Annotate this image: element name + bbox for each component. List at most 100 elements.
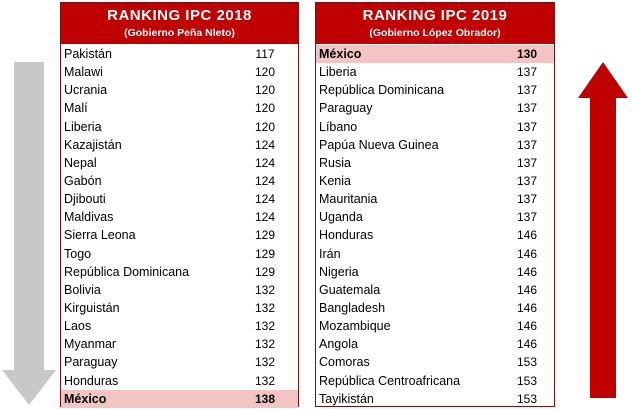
table-row: Rusia 137 <box>316 154 554 172</box>
table-row: Maldivas 124 <box>61 208 298 226</box>
table-row: Gabón 124 <box>61 172 298 190</box>
country-name: República Dominicana <box>319 83 445 98</box>
ranking-score: 132 <box>254 373 276 388</box>
table-row: Líbano 137 <box>316 118 554 136</box>
table-row: República Centroafricana 153 <box>316 372 554 390</box>
ranking-score: 124 <box>254 155 276 170</box>
ranking-score: 137 <box>516 83 538 98</box>
table-row: Uganda 137 <box>316 208 554 226</box>
country-name: Djibouti <box>64 192 106 207</box>
country-name: Nepal <box>64 155 97 170</box>
ranking-score: 146 <box>516 228 538 243</box>
table-row: Kenia 137 <box>316 172 554 190</box>
ranking-score: 129 <box>254 228 276 243</box>
ranking-score: 153 <box>516 373 538 388</box>
country-name: Papúa Nueva Guinea <box>319 137 439 152</box>
table-row: Paraguay 137 <box>316 99 554 117</box>
ranking-2019-header: RANKING IPC 2019 (Gobierno López Obrador… <box>316 3 554 44</box>
ranking-score: 132 <box>254 337 276 352</box>
country-name: Tayikistán <box>319 391 374 406</box>
ranking-score: 129 <box>254 264 276 279</box>
table-row-highlighted: México 130 <box>316 45 554 64</box>
ranking-score: 146 <box>516 337 538 352</box>
table-row: Mauritania 137 <box>316 190 554 208</box>
country-name: Myanmar <box>64 337 117 352</box>
country-name: República Dominicana <box>64 264 190 279</box>
ranking-2019-panel: RANKING IPC 2019 (Gobierno López Obrador… <box>315 2 555 407</box>
ranking-2018-subtitle: (Gobierno Peña Nleto) <box>124 27 235 39</box>
ranking-score: 137 <box>516 210 538 225</box>
ranking-score: 132 <box>254 319 276 334</box>
country-name: Gabón <box>64 174 102 189</box>
table-row: Nigeria 146 <box>316 263 554 281</box>
table-row: Irán 146 <box>316 245 554 263</box>
ranking-score: 146 <box>516 246 538 261</box>
country-name: Bangladesh <box>319 301 386 316</box>
table-row: Mozambique 146 <box>316 317 554 335</box>
ranking-score: 120 <box>254 101 276 116</box>
country-name: Laos <box>64 319 92 334</box>
ranking-score: 137 <box>516 137 538 152</box>
ranking-2019-title: RANKING IPC 2019 <box>362 7 508 24</box>
ranking-score: 120 <box>254 83 276 98</box>
ranking-score: 132 <box>254 355 276 370</box>
ranking-score: 153 <box>516 355 538 370</box>
country-name: Honduras <box>319 228 374 243</box>
table-row: Kirguistán 132 <box>61 299 298 317</box>
ranking-score: 117 <box>255 47 275 62</box>
table-row: Liberia 120 <box>61 118 298 136</box>
table-row: Kazajistán 124 <box>61 136 298 154</box>
country-name: México <box>319 47 362 62</box>
table-row: República Dominicana 137 <box>316 81 554 99</box>
country-name: Togo <box>64 246 92 261</box>
down-arrow-icon <box>2 62 56 405</box>
ranking-score: 137 <box>516 174 538 189</box>
ranking-2019-list: México 130 Liberia 137 República Dominicana 1… <box>316 44 554 408</box>
country-name: México <box>64 391 107 406</box>
ranking-score: 137 <box>516 65 538 80</box>
table-row: Bangladesh 146 <box>316 299 554 317</box>
country-name: Angola <box>319 337 358 352</box>
country-name: Malawi <box>64 65 103 80</box>
ranking-2018-panel: RANKING IPC 2018 (Gobierno Peña Nleto) P… <box>60 2 299 408</box>
table-row: Myanmar 132 <box>61 335 298 353</box>
table-row: Comoras 153 <box>316 353 554 371</box>
table-row: Honduras 132 <box>61 372 298 390</box>
country-name: Guatemala <box>319 282 381 297</box>
table-row: Honduras 146 <box>316 226 554 244</box>
table-row: Laos 132 <box>61 317 298 335</box>
up-arrow-icon <box>578 62 628 398</box>
country-name: Liberia <box>64 119 102 134</box>
ranking-2018-title: RANKING IPC 2018 <box>107 7 252 24</box>
table-row: Sierra Leona 129 <box>61 226 298 244</box>
table-row: Tayikistán 153 <box>316 390 554 408</box>
table-row: Togo 129 <box>61 245 298 263</box>
ranking-score: 120 <box>254 119 276 134</box>
ranking-score: 130 <box>516 47 538 62</box>
country-name: Ucrania <box>64 83 108 98</box>
table-row: Liberia 137 <box>316 63 554 81</box>
table-row: Angola 146 <box>316 335 554 353</box>
ranking-2018-header: RANKING IPC 2018 (Gobierno Peña Nleto) <box>61 3 298 44</box>
table-row: Nepal 124 <box>61 154 298 172</box>
ranking-score: 132 <box>254 301 276 316</box>
ranking-score: 138 <box>254 391 276 406</box>
country-name: Liberia <box>319 65 357 80</box>
country-name: Paraguay <box>64 355 118 370</box>
ranking-score: 137 <box>516 119 538 134</box>
table-row: Malawi 120 <box>61 63 298 81</box>
ranking-score: 129 <box>254 246 276 261</box>
table-row: Bolivia 132 <box>61 281 298 299</box>
country-name: Bolivia <box>64 282 101 297</box>
table-row: Paraguay 132 <box>61 353 298 371</box>
ranking-score: 146 <box>516 282 538 297</box>
ranking-score: 120 <box>254 65 276 80</box>
ranking-score: 137 <box>516 192 538 207</box>
country-name: Kirguistán <box>64 301 120 316</box>
table-row: Djibouti 124 <box>61 190 298 208</box>
ranking-score: 124 <box>254 210 276 225</box>
country-name: Nigeria <box>319 264 359 279</box>
ranking-score: 132 <box>254 282 276 297</box>
country-name: Malí <box>64 101 88 116</box>
country-name: Kazajistán <box>64 137 122 152</box>
